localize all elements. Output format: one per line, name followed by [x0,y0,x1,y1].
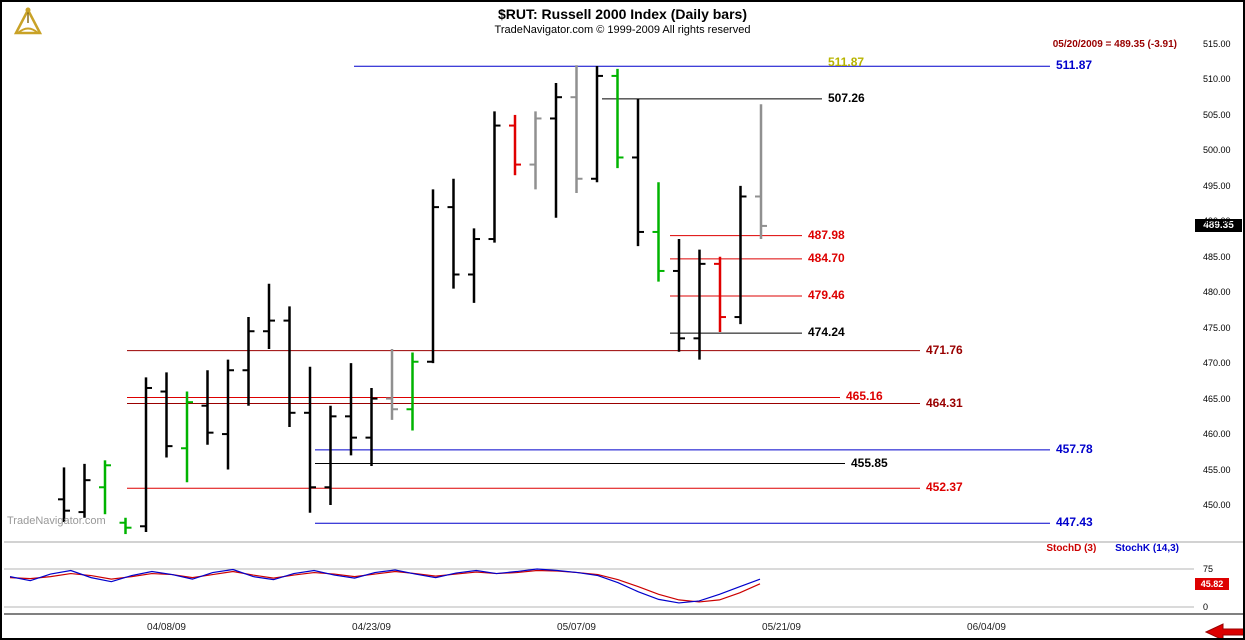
price-axis-tick: 470.00 [1203,358,1231,369]
price-bar [447,178,460,289]
stochk-label: StochK (14,3) [1115,543,1179,554]
date-axis-label: 04/08/09 [147,622,186,633]
page-title: $RUT: Russell 2000 Index (Daily bars) [498,6,747,22]
price-bar [550,83,562,218]
level-label: 487.98 [808,227,845,242]
price-bar [611,68,624,169]
price-bar [427,189,439,364]
price-bar [78,463,91,518]
date-axis-label: 05/07/09 [557,622,596,633]
level-label: 507.26 [828,90,865,105]
date-axis-label: 04/23/09 [352,622,391,633]
stochk-line [9,568,761,604]
level-label: 464.31 [926,395,963,410]
price-bar [570,65,583,193]
price-axis-tick: 455.00 [1203,464,1231,475]
price-axis-tick: 505.00 [1203,109,1231,120]
price-bar [365,387,378,466]
price-bar [693,249,706,360]
stochd-line [9,569,761,603]
price-bar [222,359,234,470]
price-axis-tick: 465.00 [1203,393,1231,404]
price-bar [58,467,70,523]
price-axis-tick: 485.00 [1203,251,1231,262]
level-label: 452.37 [926,480,963,495]
date-axis-label: 06/04/09 [967,622,1006,633]
scroll-left-arrow-icon[interactable] [1205,623,1245,640]
price-axis-tick: 495.00 [1203,180,1231,191]
price-bar [734,185,747,325]
level-label: 511.87 [1056,58,1093,73]
stoch-current-value-marker: 45.82 [1195,577,1229,590]
price-bar [181,391,193,483]
price-bar [263,283,275,349]
price-bar [386,348,398,420]
price-axis-tick: 510.00 [1203,74,1231,85]
last-quote-readout: 05/20/2009 = 489.35 (-3.91) [1052,39,1177,50]
price-axis-tick: 460.00 [1203,429,1231,440]
price-axis-tick: 475.00 [1203,322,1231,333]
price-bar [509,114,521,176]
price-bar [140,377,152,532]
price-bar [714,256,726,332]
price-bar [160,372,173,458]
price-axis-tick: 500.00 [1203,145,1231,156]
price-bar [529,111,542,190]
level-label: 455.85 [851,455,888,470]
stoch-axis-tick: 0 [1203,602,1209,612]
level-label: 474.24 [808,325,845,340]
level-label: 484.70 [808,250,845,265]
price-bar [242,317,255,406]
stochd-label: StochD (3) [1046,543,1097,554]
price-bar [99,460,111,515]
price-bar [324,405,337,505]
stoch-axis-tick: 75 [1203,564,1214,574]
price-axis-tick: 480.00 [1203,287,1231,298]
price-bar [119,517,132,535]
level-annotation: 511.87 [828,55,865,69]
tradenavigator-logo-icon [13,7,43,35]
price-axis-tick: 490.00 [1203,216,1231,227]
price-bar [345,363,357,456]
level-label: 471.76 [926,342,963,357]
price-axis-tick: 450.00 [1203,499,1231,510]
price-bar [755,104,767,240]
current-price-marker: 489.35 [1195,218,1242,232]
price-bar [591,65,603,183]
page-subtitle: TradeNavigator.com © 1999-2009 All right… [494,24,751,36]
level-label: 465.16 [846,389,883,404]
price-bar [283,306,296,427]
price-bar [468,228,480,303]
price-bar [406,352,419,431]
level-label: 447.43 [1056,515,1093,530]
price-bar [632,98,644,247]
level-label: 457.78 [1056,441,1093,456]
date-axis-label: 05/21/09 [762,622,801,633]
watermark-text: TradeNavigator.com [7,515,106,527]
price-bar [652,182,665,282]
price-bar [304,366,316,513]
price-bar [673,239,685,352]
price-bar [488,111,501,243]
stoch-legend: StochD (3) StochK (14,3) [1030,543,1179,554]
level-label: 479.46 [808,288,845,303]
price-axis-tick: 515.00 [1203,39,1231,49]
price-bar [201,370,214,445]
